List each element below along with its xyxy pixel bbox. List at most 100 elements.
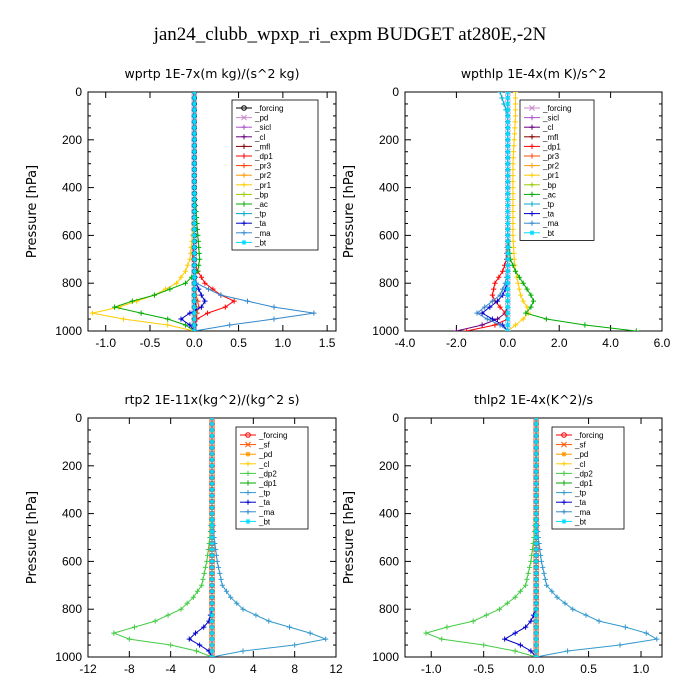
data-point	[505, 280, 511, 286]
legend-marker	[241, 124, 247, 130]
legend-marker	[529, 115, 535, 121]
data-point	[512, 92, 519, 95]
data-point	[209, 612, 215, 618]
data-point	[528, 304, 534, 310]
data-point	[187, 322, 193, 328]
data-point	[214, 558, 220, 564]
data-point	[198, 304, 204, 310]
legend-label: _tp	[542, 200, 555, 209]
data-point	[487, 304, 493, 310]
legend-label: _bp	[254, 190, 269, 199]
data-point	[505, 137, 511, 143]
legend-label: _pr1	[254, 181, 272, 190]
legend-label: _bt	[574, 517, 587, 526]
data-point	[533, 427, 539, 433]
data-point	[168, 642, 174, 648]
x-tick-label: 6.0	[654, 336, 671, 350]
data-point	[512, 107, 519, 113]
data-point	[209, 528, 215, 535]
data-point	[187, 256, 193, 262]
y-axis-label: Pressure [hPa]	[342, 491, 357, 584]
data-point	[537, 552, 544, 559]
legend-label: _tp	[258, 489, 271, 498]
y-tick-label: 1000	[55, 324, 82, 338]
data-point	[564, 648, 571, 654]
data-point	[323, 636, 329, 642]
data-point	[205, 552, 211, 559]
data-point	[505, 119, 511, 125]
legend-label: _pd	[574, 450, 588, 459]
x-tick-label: 8	[291, 662, 298, 676]
legend-label: _dp2	[574, 469, 593, 478]
data-point	[505, 244, 511, 250]
legend-marker	[241, 201, 247, 207]
data-point	[209, 463, 215, 469]
data-point	[492, 322, 498, 328]
legend-marker	[245, 470, 251, 476]
data-point	[191, 137, 197, 143]
data-point	[205, 286, 212, 292]
y-tick-label: 1000	[372, 324, 399, 338]
legend-marker	[245, 441, 251, 448]
data-point	[543, 316, 549, 322]
x-tick-label: 1.0	[633, 662, 650, 676]
data-point	[549, 588, 555, 594]
legend-marker	[561, 480, 567, 486]
data-point	[209, 457, 215, 463]
data-point	[191, 95, 197, 101]
data-point	[152, 618, 158, 624]
data-point	[231, 298, 237, 304]
data-point	[496, 274, 502, 280]
data-point	[191, 316, 197, 322]
legend-marker	[245, 480, 251, 486]
panel-title: rtp2 1E-11x(kg^2)/(kg^2 s)	[125, 392, 300, 407]
data-point	[512, 101, 519, 107]
legend-label: _bt	[254, 238, 267, 247]
x-tick-label: 1.5	[319, 336, 336, 350]
data-point	[505, 220, 511, 227]
panel-4: thlp2 1E-4x(K^2)/s Pressure [hPa] 0 200 400 6…	[342, 392, 663, 676]
data-point	[491, 286, 497, 292]
data-point	[505, 250, 511, 256]
data-point	[505, 322, 511, 328]
data-point	[191, 322, 197, 328]
data-point	[511, 143, 517, 149]
data-point	[633, 328, 639, 331]
data-point	[191, 113, 197, 119]
data-point	[533, 481, 539, 487]
data-point	[512, 322, 519, 328]
legend-label: _sf	[258, 441, 270, 450]
data-point	[505, 101, 511, 107]
series-line	[191, 92, 236, 331]
data-point	[209, 636, 215, 642]
legend-marker	[529, 220, 535, 226]
data-point	[520, 316, 526, 322]
legend-label: _tp	[254, 210, 267, 219]
data-point	[510, 202, 516, 209]
data-point	[538, 558, 544, 564]
data-point	[533, 624, 539, 630]
data-point	[138, 310, 144, 316]
data-point	[186, 636, 192, 642]
y-tick-label: 1000	[55, 650, 82, 664]
data-point	[505, 149, 511, 155]
data-point	[204, 558, 210, 564]
data-point	[524, 576, 530, 582]
legend-marker	[561, 490, 567, 496]
data-point	[227, 322, 233, 328]
y-tick-label: 400	[62, 507, 82, 521]
data-point	[533, 540, 539, 547]
data-point	[173, 280, 180, 286]
x-tick-label: -1.0	[421, 662, 442, 676]
data-point	[505, 173, 511, 179]
data-point	[583, 612, 589, 618]
data-point	[470, 618, 476, 624]
legend-label: _ta	[258, 498, 271, 507]
y-tick-label: 400	[379, 181, 399, 195]
legend-marker	[529, 230, 535, 236]
y-axis-label: Pressure [hPa]	[25, 491, 40, 584]
data-point	[524, 286, 530, 292]
data-point	[240, 648, 246, 654]
data-point	[622, 624, 628, 630]
data-point	[191, 131, 197, 137]
